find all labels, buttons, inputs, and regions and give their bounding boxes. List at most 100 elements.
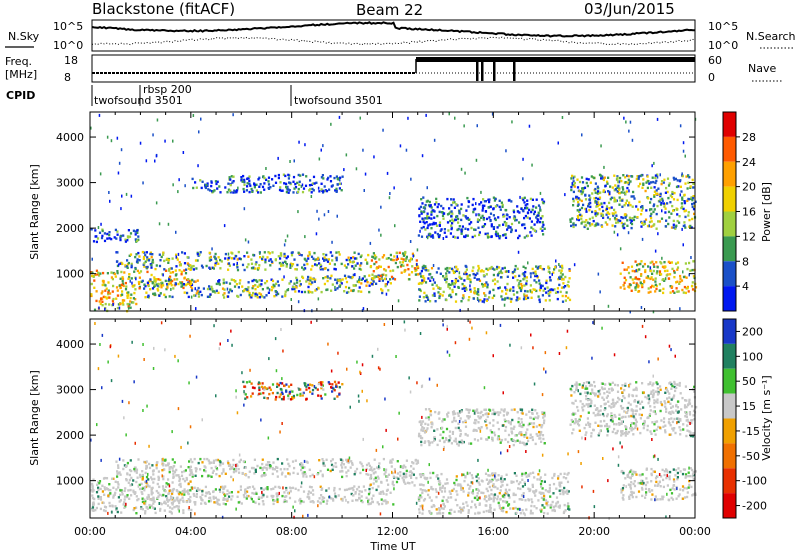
range-cell — [179, 269, 181, 271]
range-cell — [135, 481, 137, 483]
range-cell — [551, 509, 553, 511]
range-cell — [502, 267, 504, 269]
noise-cell — [330, 123, 332, 126]
range-cell — [219, 461, 221, 463]
range-cell — [108, 296, 110, 298]
range-cell — [620, 405, 622, 407]
noise-cell — [277, 157, 279, 160]
range-cell — [287, 492, 289, 494]
range-cell — [553, 473, 555, 475]
range-cell — [402, 261, 404, 263]
range-cell — [285, 475, 287, 477]
range-cell — [103, 502, 105, 504]
range-cell — [475, 410, 477, 412]
noise-cell — [304, 235, 306, 238]
range-cell — [322, 174, 324, 176]
range-cell — [505, 489, 507, 491]
range-cell — [394, 468, 396, 470]
range-cell — [268, 183, 270, 185]
noise-cell — [518, 251, 520, 254]
range-cell — [530, 434, 532, 436]
range-cell — [371, 283, 373, 285]
range-cell — [292, 472, 294, 474]
range-cell — [327, 275, 329, 277]
range-cell — [467, 494, 469, 496]
range-cell — [671, 205, 673, 207]
range-cell — [201, 461, 203, 463]
range-cell — [593, 220, 595, 222]
range-cell — [215, 253, 217, 255]
range-cell — [605, 185, 607, 187]
range-cell — [219, 259, 221, 261]
range-cell — [469, 485, 471, 487]
range-cell — [218, 280, 220, 282]
range-cell — [224, 186, 226, 188]
range-cell — [504, 267, 506, 269]
range-cell — [604, 383, 606, 385]
noise-cell — [287, 235, 289, 238]
range-cell — [100, 496, 102, 498]
range-cell — [529, 437, 531, 439]
range-cell — [326, 459, 328, 461]
range-cell — [531, 220, 533, 222]
range-cell — [461, 233, 463, 235]
range-cell — [266, 496, 268, 498]
range-cell — [148, 259, 150, 261]
range-cell — [612, 186, 614, 188]
noise-cell — [527, 261, 529, 264]
range-cell — [388, 266, 390, 268]
range-cell — [356, 488, 358, 490]
range-cell — [504, 500, 506, 502]
range-cell — [132, 479, 134, 481]
range-cell — [242, 472, 244, 474]
range-cell — [539, 424, 541, 426]
noise-cell — [636, 269, 638, 272]
range-cell — [195, 259, 197, 261]
range-cell — [418, 496, 420, 498]
range-cell — [406, 460, 408, 462]
range-cell — [529, 416, 531, 418]
range-cell — [151, 478, 153, 480]
range-cell — [599, 191, 601, 193]
range-cell — [568, 285, 570, 287]
range-cell — [374, 459, 376, 461]
range-cell — [688, 262, 690, 264]
range-cell — [153, 499, 155, 501]
range-cell — [466, 505, 468, 507]
range-cell — [435, 198, 437, 200]
range-cell — [521, 494, 523, 496]
range-cell — [537, 499, 539, 501]
range-cell — [176, 497, 178, 499]
noise-cell — [642, 238, 644, 241]
range-cell — [610, 198, 612, 200]
range-cell — [660, 202, 662, 204]
range-cell — [624, 214, 626, 216]
range-cell — [350, 466, 352, 468]
range-cell — [389, 278, 391, 280]
range-cell — [504, 438, 506, 440]
range-cell — [448, 439, 450, 441]
range-cell — [261, 463, 263, 465]
range-cell — [568, 508, 570, 510]
range-cell — [372, 495, 374, 497]
range-cell — [443, 291, 445, 293]
range-cell — [213, 496, 215, 498]
range-cell — [505, 237, 507, 239]
range-cell — [235, 255, 237, 257]
range-cell — [280, 468, 282, 470]
range-cell — [191, 265, 193, 267]
range-cell — [171, 491, 173, 493]
range-cell — [330, 290, 332, 292]
range-cell — [460, 489, 462, 491]
range-cell — [333, 465, 335, 467]
range-cell — [336, 175, 338, 177]
range-cell — [153, 478, 155, 480]
range-cell — [133, 271, 135, 273]
noise-cell — [99, 114, 101, 117]
range-cell — [436, 474, 438, 476]
range-cell — [139, 277, 141, 279]
range-cell — [427, 277, 429, 279]
range-cell — [444, 228, 446, 230]
range-cell — [455, 300, 457, 302]
range-cell — [332, 283, 334, 285]
